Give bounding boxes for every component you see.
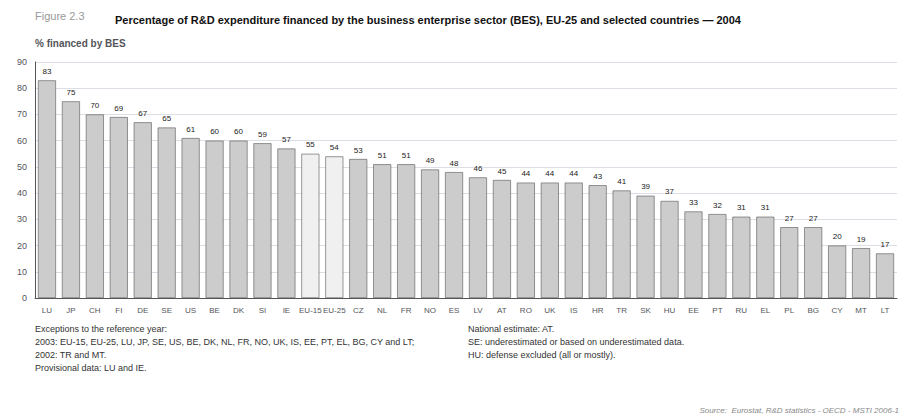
svg-text:31: 31	[737, 203, 746, 212]
svg-text:% financed by BES: % financed by BES	[35, 38, 126, 49]
svg-text:EL: EL	[760, 306, 770, 315]
svg-text:40: 40	[17, 188, 27, 198]
svg-text:Exceptions to the reference ye: Exceptions to the reference year:	[35, 324, 167, 334]
svg-text:51: 51	[378, 151, 387, 160]
svg-text:AT: AT	[497, 306, 507, 315]
svg-text:0: 0	[22, 293, 27, 303]
svg-text:2003: EU-15, EU-25, LU, JP, SE: 2003: EU-15, EU-25, LU, JP, SE, US, BE, …	[35, 337, 414, 347]
svg-text:DK: DK	[233, 306, 245, 315]
svg-text:IS: IS	[570, 306, 578, 315]
svg-text:EU-25: EU-25	[323, 306, 346, 315]
svg-text:44: 44	[521, 169, 530, 178]
svg-text:EU-15: EU-15	[299, 306, 322, 315]
svg-text:UK: UK	[544, 306, 556, 315]
svg-text:SE: SE	[161, 306, 172, 315]
svg-text:FR: FR	[401, 306, 412, 315]
svg-text:CH: CH	[89, 306, 101, 315]
svg-text:41: 41	[617, 177, 626, 186]
svg-text:US: US	[185, 306, 196, 315]
svg-text:20: 20	[833, 232, 842, 241]
svg-text:57: 57	[282, 135, 291, 144]
svg-text:PT: PT	[712, 306, 722, 315]
svg-text:IE: IE	[283, 306, 291, 315]
svg-text:70: 70	[17, 109, 27, 119]
svg-text:LT: LT	[881, 306, 890, 315]
svg-text:20: 20	[17, 241, 27, 251]
svg-text:19: 19	[857, 235, 866, 244]
svg-text:75: 75	[66, 88, 75, 97]
svg-text:80: 80	[17, 83, 27, 93]
svg-text:60: 60	[234, 127, 243, 136]
svg-text:32: 32	[713, 201, 722, 210]
svg-text:BE: BE	[209, 306, 220, 315]
svg-text:National estimate: AT.: National estimate: AT.	[468, 324, 554, 334]
svg-text:DE: DE	[137, 306, 148, 315]
svg-text:59: 59	[258, 130, 267, 139]
svg-text:ES: ES	[449, 306, 460, 315]
svg-text:LU: LU	[42, 306, 52, 315]
svg-text:FI: FI	[115, 306, 122, 315]
svg-text:45: 45	[497, 167, 506, 176]
svg-text:65: 65	[162, 114, 171, 123]
svg-text:10: 10	[17, 267, 27, 277]
svg-text:RO: RO	[520, 306, 532, 315]
svg-text:61: 61	[186, 125, 195, 134]
svg-text:PL: PL	[784, 306, 794, 315]
svg-text:31: 31	[761, 203, 770, 212]
svg-text:HU: defense excluded (all or m: HU: defense excluded (all or mostly).	[468, 350, 616, 360]
svg-text:27: 27	[809, 214, 818, 223]
svg-text:Provisional data: LU and IE.: Provisional data: LU and IE.	[35, 363, 147, 373]
svg-text:33: 33	[689, 198, 698, 207]
svg-text:JP: JP	[66, 306, 75, 315]
svg-text:Percentage of R&D expenditure: Percentage of R&D expenditure financed b…	[115, 14, 742, 26]
svg-text:60: 60	[17, 136, 27, 146]
svg-text:RU: RU	[736, 306, 748, 315]
svg-text:EE: EE	[688, 306, 699, 315]
svg-text:LV: LV	[473, 306, 483, 315]
svg-text:NO: NO	[424, 306, 436, 315]
svg-text:30: 30	[17, 214, 27, 224]
svg-text:83: 83	[43, 67, 52, 76]
svg-text:27: 27	[785, 214, 794, 223]
svg-text:39: 39	[641, 182, 650, 191]
svg-text:2002: TR and MT.: 2002: TR and MT.	[35, 350, 106, 360]
svg-text:70: 70	[90, 101, 99, 110]
svg-text:43: 43	[593, 172, 602, 181]
svg-text:SK: SK	[640, 306, 651, 315]
svg-text:SI: SI	[259, 306, 267, 315]
svg-text:17: 17	[881, 240, 890, 249]
svg-text:69: 69	[114, 104, 123, 113]
svg-text:CY: CY	[832, 306, 844, 315]
svg-text:HR: HR	[592, 306, 604, 315]
svg-text:44: 44	[569, 169, 578, 178]
svg-text:MT: MT	[855, 306, 867, 315]
svg-text:SE: underestimated or based on: SE: underestimated or based on underesti…	[468, 337, 684, 347]
svg-text:53: 53	[354, 146, 363, 155]
svg-text:Figure 2.3: Figure 2.3	[35, 10, 85, 22]
svg-text:37: 37	[665, 187, 674, 196]
svg-text:46: 46	[474, 164, 483, 173]
svg-text:90: 90	[17, 57, 27, 67]
svg-text:54: 54	[330, 143, 339, 152]
svg-text:HU: HU	[664, 306, 676, 315]
svg-text:NL: NL	[377, 306, 388, 315]
svg-text:49: 49	[426, 156, 435, 165]
svg-text:50: 50	[17, 162, 27, 172]
svg-text:55: 55	[306, 140, 315, 149]
svg-text:60: 60	[210, 127, 219, 136]
svg-text:44: 44	[545, 169, 554, 178]
svg-text:48: 48	[450, 159, 459, 168]
svg-text:67: 67	[138, 109, 147, 118]
svg-text:Source: Eurostat, R&D statist: Source: Eurostat, R&D statistics - OECD …	[699, 406, 899, 415]
svg-text:BG: BG	[807, 306, 819, 315]
svg-text:TR: TR	[616, 306, 627, 315]
svg-text:CZ: CZ	[353, 306, 364, 315]
svg-text:51: 51	[402, 151, 411, 160]
